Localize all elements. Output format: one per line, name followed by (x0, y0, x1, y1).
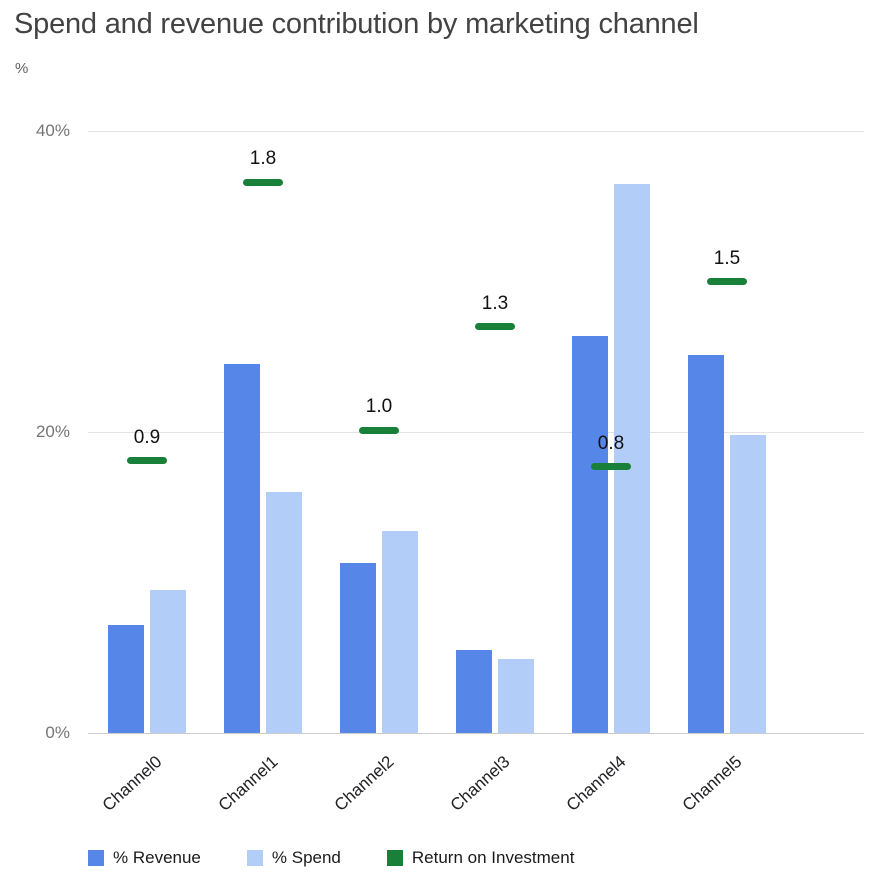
x-axis-category-label: Channel4 (562, 752, 630, 815)
y-axis-tick-label: 0% (45, 723, 70, 742)
roi-value-label: 1.0 (365, 396, 393, 418)
revenue-bar[interactable] (456, 650, 492, 733)
spend-legend-label: % Spend (271, 848, 341, 867)
roi-marker[interactable] (243, 178, 283, 186)
roi-value-label: 1.3 (481, 292, 509, 314)
roi-marker[interactable] (591, 463, 631, 471)
roi-legend-swatch (386, 850, 403, 866)
legend: % Revenue % Spend Return on Investment (88, 848, 574, 868)
y-axis-tick-label: 20% (35, 422, 70, 441)
revenue-bar[interactable] (572, 335, 608, 733)
roi-marker[interactable] (475, 323, 515, 331)
revenue-bar[interactable] (688, 355, 724, 733)
roi-value-label: 0.8 (597, 432, 625, 454)
spend-bar[interactable] (498, 659, 534, 733)
revenue-bar[interactable] (224, 364, 260, 733)
roi-value-label: 0.9 (133, 426, 161, 448)
roi-marker[interactable] (127, 457, 167, 465)
revenue-bar[interactable] (340, 562, 376, 733)
spend-bar[interactable] (382, 531, 418, 733)
x-axis-category-label: Channel3 (446, 752, 514, 815)
legend-item-roi: Return on Investment (386, 848, 575, 868)
spend-legend-swatch (246, 850, 263, 866)
x-axis-category-label: Channel0 (98, 752, 166, 815)
roi-marker[interactable] (707, 278, 747, 285)
legend-item-revenue: % Revenue (88, 848, 201, 868)
x-axis-category-label: Channel2 (330, 752, 398, 815)
y-gridline (88, 131, 864, 132)
revenue-legend-label: % Revenue (113, 848, 201, 867)
spend-bar[interactable] (614, 183, 650, 733)
legend-item-spend: % Spend (246, 848, 341, 868)
x-axis-category-label: Channel1 (214, 752, 282, 815)
y-gridline (88, 432, 864, 433)
roi-marker[interactable] (359, 426, 399, 434)
y-axis-tick-label: 40% (35, 121, 70, 140)
revenue-bar[interactable] (108, 624, 144, 733)
spend-bar[interactable] (266, 492, 302, 733)
chart-title: Spend and revenue contribution by market… (14, 8, 699, 40)
spend-bar[interactable] (730, 435, 766, 733)
roi-value-label: 1.5 (713, 247, 741, 269)
x-axis-baseline (88, 733, 864, 734)
x-axis-category-label: Channel5 (678, 752, 746, 815)
spend-bar[interactable] (150, 590, 186, 733)
roi-value-label: 1.8 (249, 148, 277, 170)
roi-legend-label: Return on Investment (411, 848, 575, 867)
y-axis-unit-label: % (15, 60, 29, 77)
revenue-legend-swatch (88, 850, 104, 866)
